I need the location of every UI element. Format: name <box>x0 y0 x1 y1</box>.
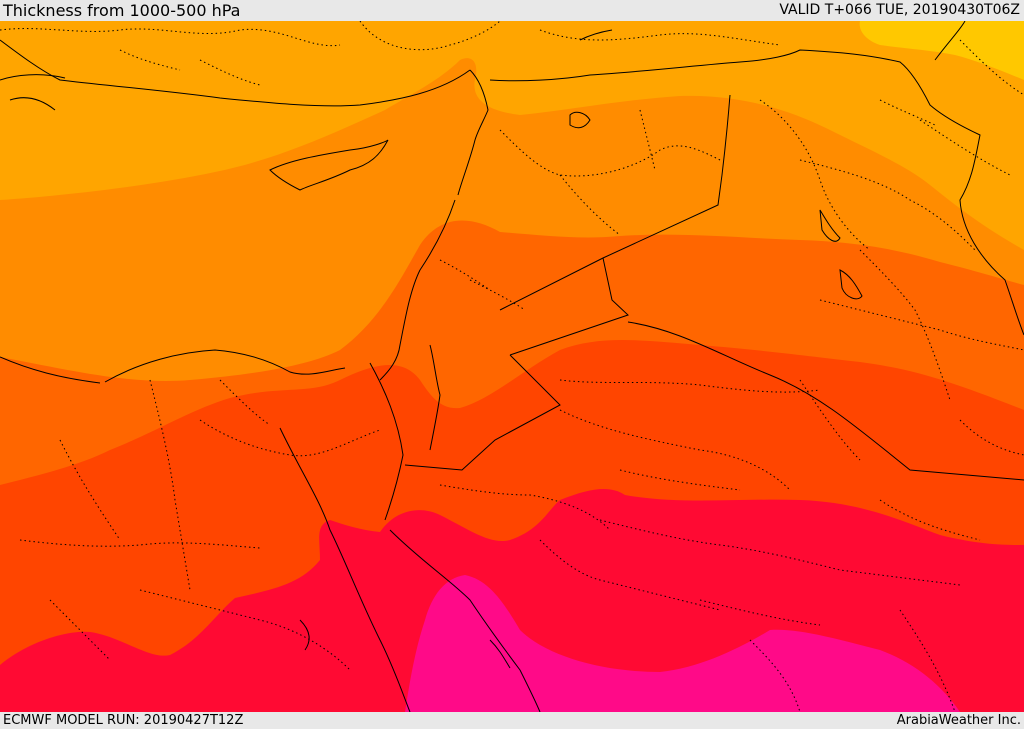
credit-label: ArabiaWeather Inc. <box>896 713 1021 728</box>
map-title: Thickness from 1000-500 hPa <box>3 1 241 20</box>
thickness-map <box>0 21 1024 712</box>
footer-bar: ECMWF MODEL RUN: 20190427T12Z ArabiaWeat… <box>0 712 1024 729</box>
country-borders <box>0 21 1024 712</box>
model-run-label: ECMWF MODEL RUN: 20190427T12Z <box>3 713 244 728</box>
thickness-band-6 <box>405 575 960 712</box>
map-panel <box>0 21 1024 712</box>
valid-time: VALID T+066 TUE, 20190430T06Z <box>779 2 1020 18</box>
province-borders <box>0 21 1024 712</box>
header-bar: Thickness from 1000-500 hPa VALID T+066 … <box>0 0 1024 21</box>
